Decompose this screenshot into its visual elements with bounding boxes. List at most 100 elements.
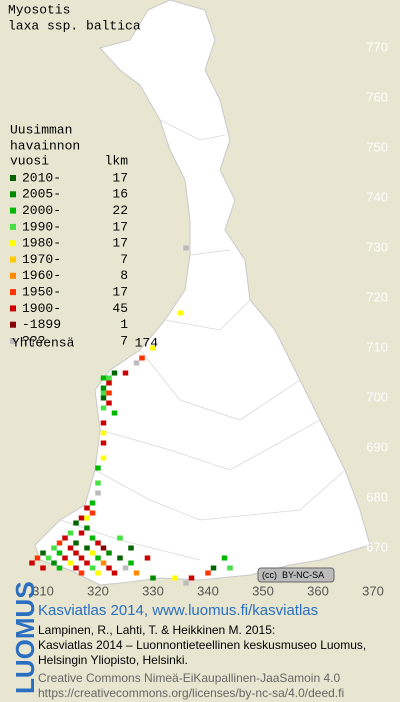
observation — [67, 545, 74, 551]
observation — [78, 515, 85, 521]
legend-total: 174 — [135, 335, 159, 350]
legend-count: 1 — [120, 317, 128, 332]
legend-swatch — [10, 191, 16, 198]
legend-count: 17 — [112, 170, 128, 185]
observation — [95, 570, 101, 576]
observation — [56, 565, 63, 571]
observation — [117, 535, 123, 541]
observation — [89, 500, 96, 506]
x-tick-label: 340 — [197, 583, 219, 598]
y-tick-label: 720 — [366, 289, 388, 304]
observation — [100, 390, 107, 396]
observation — [89, 510, 96, 516]
legend-swatch — [10, 289, 16, 296]
observation — [100, 375, 107, 381]
observation — [67, 560, 74, 566]
observation — [133, 360, 140, 366]
observation — [89, 565, 96, 571]
observation — [150, 345, 156, 351]
license: https://creativecommons.org/licenses/by-… — [38, 686, 344, 700]
legend-swatch — [10, 272, 16, 279]
y-tick-label: 700 — [366, 389, 388, 404]
observation — [40, 550, 46, 556]
observation — [62, 535, 68, 541]
observation — [89, 550, 96, 556]
observation — [188, 575, 195, 581]
legend-swatch — [10, 207, 16, 214]
observation — [117, 555, 123, 561]
observation — [56, 540, 63, 546]
observation — [106, 390, 112, 396]
observation — [84, 560, 90, 566]
y-tick-label: 760 — [366, 89, 388, 104]
y-tick-label: 710 — [366, 339, 388, 354]
observation — [78, 530, 85, 536]
species-subname: laxa ssp. baltica — [8, 18, 141, 33]
citation: Lampinen, R., Lahti, T. & Heikkinen M. 2… — [38, 623, 275, 637]
observation — [51, 560, 57, 566]
legend-count: 7 — [120, 333, 128, 348]
legend-label: 1950- — [22, 285, 61, 300]
license-badge-text: BY-NC-SA — [282, 570, 324, 580]
observation — [95, 490, 101, 496]
observation — [106, 550, 112, 556]
observation — [73, 550, 79, 556]
observation — [122, 565, 129, 571]
legend-swatch — [10, 338, 16, 344]
observation — [111, 370, 118, 376]
y-tick-label: 670 — [366, 539, 388, 554]
observation — [227, 565, 233, 571]
x-tick-label: 370 — [362, 583, 384, 598]
observation — [73, 565, 79, 571]
observation — [100, 560, 107, 566]
observation — [133, 570, 140, 576]
x-tick-label: 310 — [32, 583, 54, 598]
y-tick-label: 740 — [366, 189, 388, 204]
observation — [51, 545, 57, 551]
observation — [84, 545, 90, 551]
observation — [106, 565, 112, 571]
legend-swatch — [10, 223, 16, 230]
logo: LUOMUS — [10, 581, 40, 694]
observation — [84, 525, 90, 531]
observation — [100, 405, 107, 411]
observation — [122, 370, 129, 376]
cc-icon: (cc) — [262, 570, 277, 580]
observation — [45, 555, 52, 561]
observation — [100, 440, 107, 446]
observation — [128, 545, 134, 551]
observation — [78, 555, 85, 561]
license-badge — [257, 567, 335, 583]
legend-swatch — [10, 240, 16, 247]
observation — [210, 565, 217, 571]
legend-label: 2000- — [22, 203, 61, 218]
license: Creative Commons Nimeä-EiKaupallinen-Jaa… — [38, 671, 340, 685]
y-tick-label: 680 — [366, 489, 388, 504]
observation — [106, 400, 112, 406]
legend-count: 8 — [120, 268, 128, 283]
legend-count: 7 — [120, 252, 128, 267]
legend-count: 22 — [112, 203, 128, 218]
legend-count: 17 — [112, 236, 128, 251]
legend-label: 1970- — [22, 252, 61, 267]
region-borders — [59, 119, 346, 561]
citation: Kasviatlas 2014 – Luonnontieteellinen ke… — [38, 638, 366, 652]
observation — [100, 420, 107, 426]
observation — [95, 555, 101, 561]
observation — [62, 555, 68, 561]
observation — [172, 575, 178, 581]
x-tick-label: 360 — [307, 583, 329, 598]
observation — [100, 545, 107, 551]
legend-swatch — [10, 321, 16, 328]
legend-label: -1899 — [22, 317, 61, 332]
legend-total-label: Yhteensä — [12, 335, 75, 350]
observation — [177, 310, 184, 316]
observation — [150, 575, 156, 581]
observation — [111, 410, 118, 416]
legend-count: 17 — [112, 219, 128, 234]
observation — [78, 570, 85, 576]
observation — [84, 505, 90, 511]
x-tick-label: 320 — [87, 583, 109, 598]
legend-label: ??? — [22, 333, 45, 348]
